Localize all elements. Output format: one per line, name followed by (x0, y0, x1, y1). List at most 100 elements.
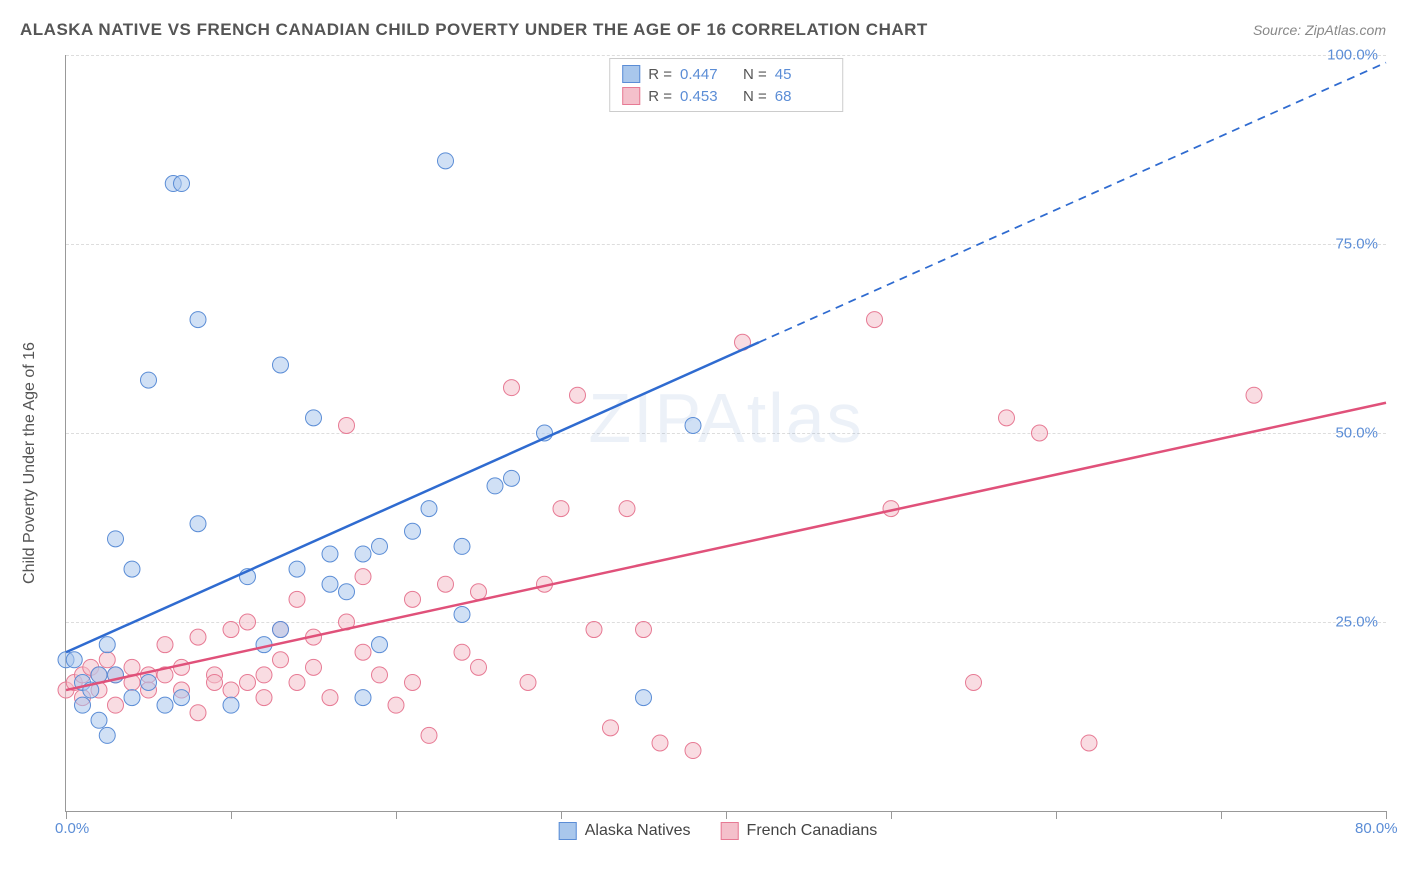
scatter-point-french (157, 637, 173, 653)
scatter-point-alaska (306, 410, 322, 426)
scatter-point-french (388, 697, 404, 713)
r-label: R = (648, 88, 672, 105)
scatter-point-french (190, 629, 206, 645)
r-value-french: 0.453 (680, 88, 735, 105)
scatter-point-french (1081, 735, 1097, 751)
n-value-french: 68 (775, 88, 830, 105)
scatter-point-french (999, 410, 1015, 426)
scatter-point-french (289, 591, 305, 607)
scatter-point-french (355, 569, 371, 585)
source-attribution: Source: ZipAtlas.com (1253, 22, 1386, 38)
x-axis-tick-label: 0.0% (55, 820, 89, 837)
scatter-point-alaska (124, 561, 140, 577)
scatter-svg (66, 55, 1386, 811)
x-axis-tick-label: 80.0% (1355, 820, 1398, 837)
scatter-point-french (471, 584, 487, 600)
scatter-point-alaska (99, 637, 115, 653)
legend-label-french: French Canadians (747, 822, 878, 840)
scatter-point-french (1032, 425, 1048, 441)
scatter-point-alaska (223, 697, 239, 713)
y-axis-tick-label: 75.0% (1335, 236, 1378, 253)
x-axis-tick (891, 811, 892, 819)
correlation-stats-box: R = 0.447 N = 45 R = 0.453 N = 68 (609, 58, 843, 112)
scatter-point-french (454, 644, 470, 660)
x-axis-tick (1386, 811, 1387, 819)
r-label: R = (648, 66, 672, 83)
scatter-point-french (256, 690, 272, 706)
scatter-point-french (108, 697, 124, 713)
scatter-point-french (124, 659, 140, 675)
y-axis-title: Child Poverty Under the Age of 16 (21, 342, 39, 584)
swatch-alaska (559, 822, 577, 840)
scatter-point-french (520, 674, 536, 690)
scatter-point-french (273, 652, 289, 668)
scatter-point-alaska (99, 727, 115, 743)
n-label: N = (743, 88, 767, 105)
scatter-point-alaska (372, 637, 388, 653)
scatter-point-alaska (108, 531, 124, 547)
scatter-point-alaska (66, 652, 82, 668)
scatter-point-french (504, 380, 520, 396)
scatter-point-alaska (273, 622, 289, 638)
scatter-point-alaska (141, 372, 157, 388)
legend-item-french: French Canadians (721, 822, 878, 840)
scatter-point-french (372, 667, 388, 683)
scatter-point-alaska (157, 697, 173, 713)
scatter-point-french (322, 690, 338, 706)
x-axis-tick (561, 811, 562, 819)
scatter-point-alaska (454, 606, 470, 622)
scatter-point-alaska (91, 712, 107, 728)
scatter-point-alaska (141, 674, 157, 690)
x-axis-tick (66, 811, 67, 819)
swatch-alaska (622, 65, 640, 83)
scatter-point-alaska (273, 357, 289, 373)
legend-item-alaska: Alaska Natives (559, 822, 691, 840)
scatter-point-french (256, 667, 272, 683)
scatter-point-alaska (372, 538, 388, 554)
scatter-point-french (471, 659, 487, 675)
swatch-french (721, 822, 739, 840)
trend-line-extrapolated-alaska (759, 63, 1386, 343)
scatter-point-alaska (685, 417, 701, 433)
scatter-point-alaska (438, 153, 454, 169)
x-axis-tick (231, 811, 232, 819)
x-axis-tick (396, 811, 397, 819)
scatter-point-french (207, 674, 223, 690)
scatter-point-french (652, 735, 668, 751)
scatter-point-alaska (421, 501, 437, 517)
scatter-point-alaska (487, 478, 503, 494)
scatter-point-french (240, 674, 256, 690)
scatter-point-french (619, 501, 635, 517)
y-axis-tick-label: 50.0% (1335, 425, 1378, 442)
y-axis-tick-label: 100.0% (1327, 47, 1378, 64)
scatter-point-french (1246, 387, 1262, 403)
x-axis-tick (1056, 811, 1057, 819)
scatter-point-french (306, 659, 322, 675)
plot-area: ZIPAtlas R = 0.447 N = 45 R = 0.453 N = … (65, 55, 1386, 812)
scatter-point-alaska (124, 690, 140, 706)
scatter-point-french (570, 387, 586, 403)
scatter-point-alaska (454, 538, 470, 554)
trend-line-french (66, 403, 1386, 690)
scatter-point-french (339, 417, 355, 433)
scatter-point-french (223, 622, 239, 638)
scatter-point-french (99, 652, 115, 668)
legend-bottom: Alaska Natives French Canadians (559, 822, 878, 840)
scatter-point-french (867, 312, 883, 328)
scatter-point-alaska (75, 697, 91, 713)
scatter-point-alaska (504, 470, 520, 486)
scatter-point-alaska (339, 584, 355, 600)
scatter-point-french (355, 644, 371, 660)
scatter-point-french (966, 674, 982, 690)
scatter-point-alaska (636, 690, 652, 706)
stats-row-french: R = 0.453 N = 68 (622, 85, 830, 107)
scatter-point-french (553, 501, 569, 517)
scatter-point-alaska (289, 561, 305, 577)
legend-label-alaska: Alaska Natives (585, 822, 691, 840)
scatter-point-french (240, 614, 256, 630)
scatter-point-french (586, 622, 602, 638)
x-axis-tick (726, 811, 727, 819)
scatter-point-french (438, 576, 454, 592)
y-axis-tick-label: 25.0% (1335, 614, 1378, 631)
scatter-point-alaska (355, 546, 371, 562)
